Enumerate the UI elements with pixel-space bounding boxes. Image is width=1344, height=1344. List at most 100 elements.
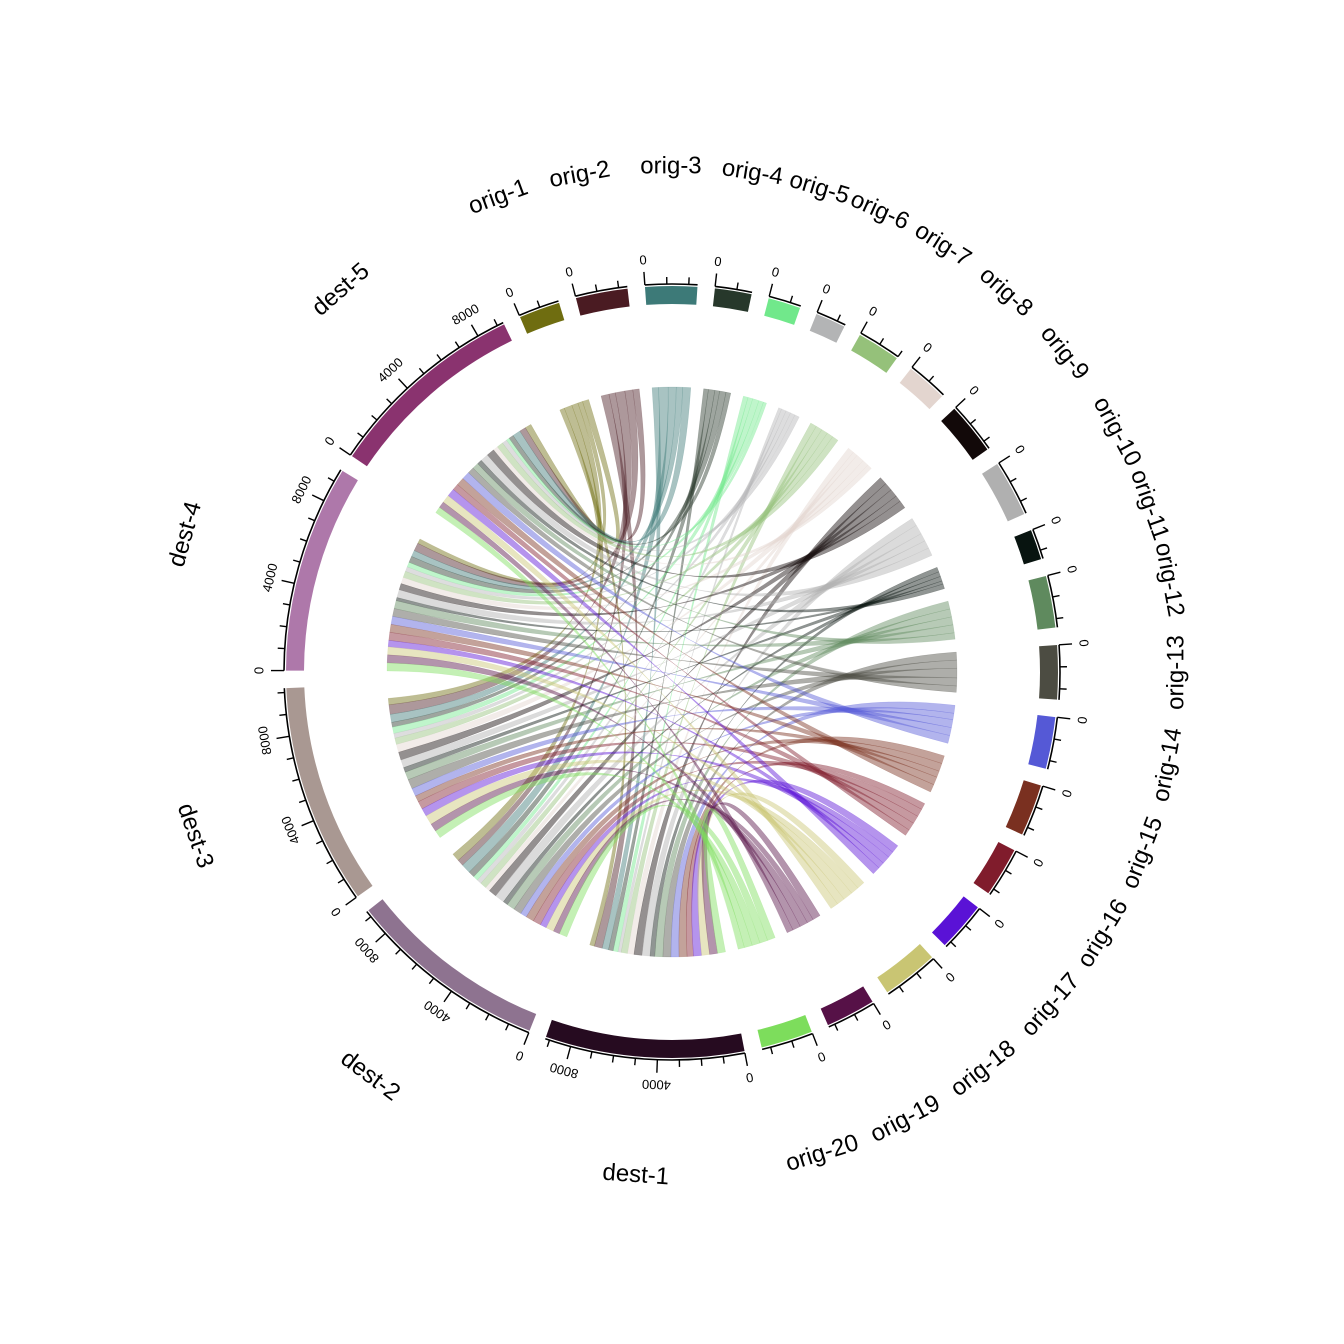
sector-arc-dest-2 <box>368 899 537 1031</box>
axis-dest-5 <box>349 321 504 456</box>
link-orig-18-to-dest-2 <box>545 789 859 932</box>
tick-orig-12-2000 <box>1056 616 1064 620</box>
link-orig-17-to-dest-5 <box>447 489 880 875</box>
tick-dest-2-7000 <box>395 948 402 955</box>
link-orig-18-to-dest-1 <box>697 792 865 956</box>
tick-label-dest-1-0: 0 <box>745 1070 755 1086</box>
sector-label-orig-7: orig-7 <box>910 217 976 273</box>
tick-dest-5-5000 <box>418 367 425 375</box>
tick-label-dest-2-0: 0 <box>513 1048 525 1065</box>
link-orig-8-to-dest-2 <box>485 451 858 892</box>
axis-orig-19 <box>828 1002 875 1028</box>
link-orig-11-to-dest-2 <box>503 571 941 905</box>
axis-orig-18 <box>887 958 934 995</box>
tick-orig-11-1000 <box>1040 547 1048 551</box>
tick-label-orig-15-0: 0 <box>1059 788 1075 799</box>
sector-label-orig-1: orig-1 <box>465 173 532 219</box>
tick-dest-1-6000 <box>611 1055 615 1063</box>
link-orig-1-to-dest-3 <box>387 402 602 706</box>
link-orig-16-to-dest-2 <box>532 760 923 926</box>
tick-dest-2-8000 <box>375 932 386 943</box>
tick-label-dest-2-8000: 8000 <box>351 935 382 966</box>
tick-label-dest-5-0: 0 <box>321 434 337 448</box>
tick-label-orig-18-0: 0 <box>943 969 958 985</box>
tick-dest-4-7000 <box>308 517 315 522</box>
tick-orig-8-1000 <box>928 375 935 382</box>
sector-label-orig-5: orig-5 <box>786 166 853 210</box>
tick-orig-11-0 <box>1032 524 1046 531</box>
link-orig-13-to-dest-5 <box>468 467 957 693</box>
tick-orig-12-0 <box>1047 571 1061 577</box>
sector-label-orig-16: orig-16 <box>1072 894 1134 972</box>
tick-orig-18-1000 <box>916 972 922 979</box>
tick-dest-1-0 <box>744 1052 749 1066</box>
sector-label-orig-18: orig-18 <box>945 1035 1020 1102</box>
tick-dest-1-7000 <box>589 1051 593 1059</box>
link-orig-16-to-dest-3 <box>417 741 919 824</box>
sector-arc-orig-4 <box>712 288 752 312</box>
link-orig-3-to-dest-2 <box>462 386 669 873</box>
link-orig-10-to-dest-3 <box>400 533 926 768</box>
link-orig-10-to-dest-2 <box>495 524 922 903</box>
tick-dest-5-8000 <box>470 324 479 337</box>
tick-orig-3-0 <box>643 271 646 286</box>
sector-label-orig-17: orig-17 <box>1016 968 1086 1042</box>
tick-orig-8-0 <box>911 356 921 368</box>
sector-arc-orig-16 <box>973 841 1015 894</box>
sector-arc-orig-14 <box>1028 715 1056 769</box>
axis-dest-4 <box>283 469 342 671</box>
sector-label-orig-3: orig-3 <box>640 152 701 179</box>
link-orig-20-to-dest-3 <box>435 772 761 946</box>
link-orig-19-to-dest-5 <box>439 501 794 934</box>
tick-dest-1-8000 <box>566 1046 572 1060</box>
link-orig-5-to-dest-2 <box>473 397 754 881</box>
tick-dest-2-4000 <box>443 990 452 1003</box>
sector-arc-orig-9 <box>941 408 988 460</box>
link-orig-2-to-dest-4 <box>413 389 639 588</box>
sector-label-orig-15: orig-15 <box>1116 813 1168 892</box>
tick-dest-2-1000 <box>505 1023 510 1031</box>
sector-arc-orig-6 <box>809 314 845 343</box>
tick-orig-7-1000 <box>879 338 885 345</box>
sector-label-orig-12: orig-12 <box>1150 540 1190 618</box>
tick-dest-4-3000 <box>282 603 290 606</box>
link-orig-15-to-dest-2 <box>525 738 943 922</box>
link-orig-4-to-dest-5 <box>508 391 732 545</box>
tick-orig-9-1000 <box>969 418 977 425</box>
tick-orig-20-0 <box>811 1033 818 1047</box>
link-orig-14-to-dest-3 <box>411 706 954 797</box>
sector-arc-orig-10 <box>982 464 1025 522</box>
sector-arc-orig-1 <box>520 302 565 334</box>
tick-orig-19-2000 <box>834 1023 839 1031</box>
tick-orig-14-0 <box>1057 716 1071 720</box>
tick-dest-1-2000 <box>700 1058 703 1066</box>
link-orig-16-to-dest-5 <box>452 484 910 836</box>
link-orig-10-to-dest-5 <box>480 454 933 597</box>
tick-dest-1-5000 <box>634 1058 637 1066</box>
tick-orig-13-0 <box>1059 643 1073 646</box>
tick-label-orig-10-0: 0 <box>1012 442 1029 456</box>
tick-orig-15-0 <box>1042 785 1056 791</box>
tick-dest-4-2000 <box>279 625 287 628</box>
sector-arc-orig-8 <box>899 368 943 410</box>
links-layer <box>386 386 958 958</box>
tick-label-orig-2-0: 0 <box>564 264 575 280</box>
tick-orig-5-1000 <box>789 295 794 303</box>
tick-label-orig-5-0: 0 <box>770 264 781 280</box>
link-orig-5-to-dest-3 <box>392 398 760 734</box>
tick-orig-20-2000 <box>769 1047 774 1055</box>
link-orig-13-to-dest-3 <box>407 667 958 789</box>
link-orig-15-to-dest-1 <box>678 736 945 958</box>
link-orig-4-to-dest-2 <box>468 389 716 878</box>
link-orig-13-to-dest-2 <box>513 659 958 914</box>
tick-dest-2-2000 <box>484 1013 490 1021</box>
tick-orig-14-1000 <box>1054 738 1062 742</box>
tick-orig-15-2000 <box>1027 826 1035 831</box>
link-orig-19-to-dest-4 <box>386 654 801 931</box>
sector-label-dest-5: dest-5 <box>307 257 375 321</box>
tick-dest-4-8000 <box>311 494 325 502</box>
tick-orig-18-0 <box>932 958 943 969</box>
sector-label-orig-2: orig-2 <box>547 155 612 193</box>
tick-orig-2-2000 <box>616 280 620 288</box>
tick-dest-5-7000 <box>454 341 460 348</box>
